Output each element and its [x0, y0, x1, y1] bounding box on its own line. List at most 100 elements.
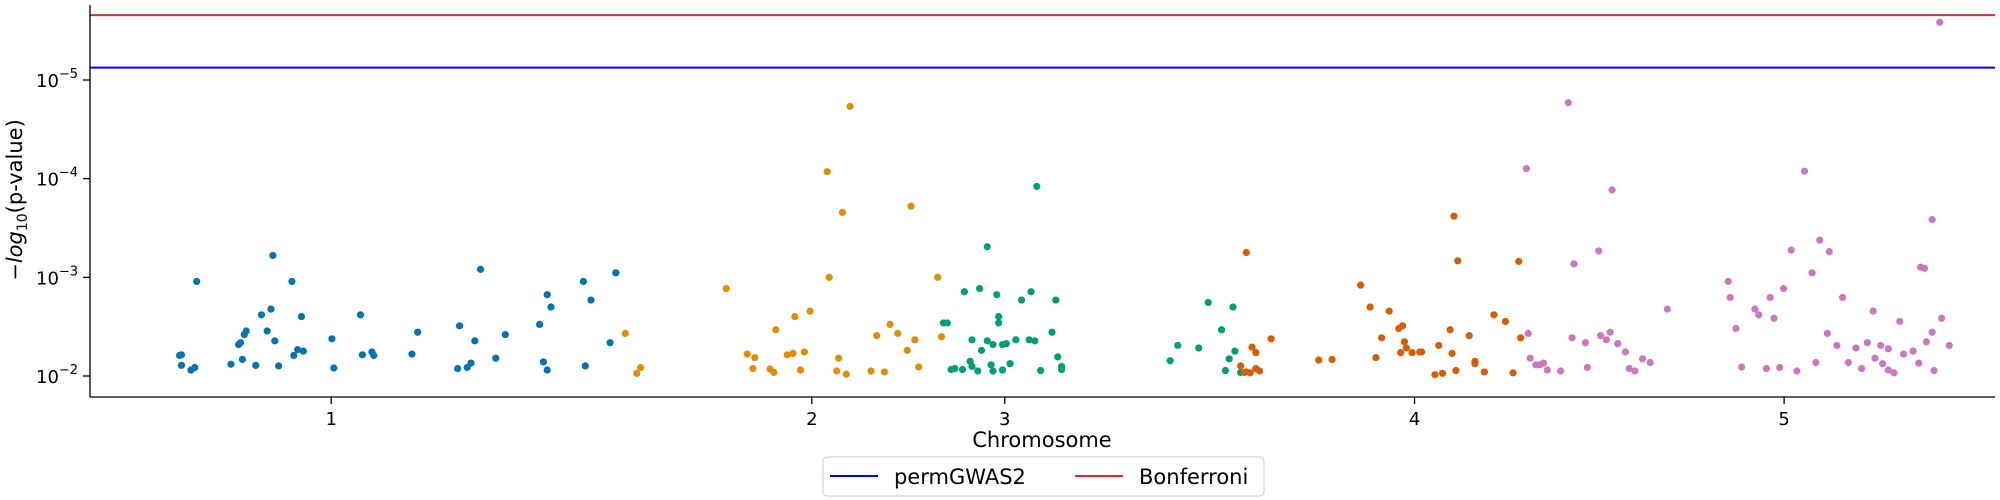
- point-chr3-17: [993, 291, 1001, 299]
- point-chr4-35: [1471, 357, 1479, 365]
- point-chr1-46: [581, 362, 589, 370]
- point-chr5-22: [1638, 355, 1647, 363]
- point-chr2-3: [722, 284, 730, 293]
- point-chr4-32: [1454, 257, 1462, 265]
- point-chr5-11: [1581, 339, 1590, 347]
- point-chr3-30: [1036, 366, 1045, 375]
- point-chr5-56: [1890, 369, 1898, 377]
- point-chr1-8: [236, 339, 245, 347]
- point-chr5-59: [1909, 347, 1917, 355]
- point-chr3-11: [977, 346, 986, 354]
- point-chr5-48: [1858, 364, 1866, 373]
- point-chr2-25: [880, 368, 888, 376]
- point-chr5-7: [1557, 367, 1565, 375]
- point-chr1-11: [242, 327, 250, 335]
- point-chr2-28: [903, 346, 911, 354]
- point-chr5-32: [1766, 293, 1774, 302]
- point-chr4-16: [1385, 307, 1393, 315]
- point-chr5-46: [1844, 358, 1852, 367]
- point-chr4-31: [1452, 366, 1460, 375]
- point-chr1-6: [227, 360, 235, 368]
- point-chr5-66: [1930, 366, 1938, 375]
- point-chr5-45: [1839, 293, 1847, 302]
- point-chr5-58: [1899, 350, 1908, 358]
- point-chr1-22: [297, 312, 306, 321]
- point-chr1-14: [263, 327, 271, 335]
- y-axis-label: −log10(p-value): [3, 119, 31, 281]
- point-chr3-24: [1012, 336, 1020, 344]
- point-chr3-15: [989, 367, 997, 375]
- point-chr1-20: [290, 351, 298, 360]
- point-chr1-32: [454, 364, 462, 373]
- point-chr3-31: [1048, 328, 1056, 336]
- point-chr5-23: [1646, 358, 1654, 367]
- point-chr1-24: [328, 335, 336, 343]
- point-chr2-4: [743, 350, 751, 358]
- point-chr5-38: [1800, 167, 1809, 175]
- point-chr5-39: [1808, 269, 1816, 277]
- point-chr5-27: [1732, 324, 1740, 333]
- point-chr4-14: [1372, 353, 1380, 362]
- point-chr4-24: [1417, 348, 1426, 356]
- point-chr1-48: [606, 339, 614, 347]
- point-chr1-41: [539, 358, 547, 366]
- point-chr5-31: [1762, 364, 1770, 373]
- y-ticks: 10−5 10−4 10−3 10−2: [36, 67, 90, 388]
- point-chr1-31: [414, 328, 422, 336]
- point-chr4-40: [1515, 257, 1523, 266]
- point-chr4-8: [1256, 367, 1264, 375]
- point-chr3-18: [995, 312, 1003, 321]
- point-chr1-35: [467, 359, 475, 367]
- point-chr3-27: [1027, 288, 1035, 296]
- x-axis-label: Chromosome: [972, 428, 1111, 452]
- point-chr4-10: [1315, 356, 1323, 364]
- point-chr5-64: [1928, 328, 1936, 336]
- point-chr3-14: [987, 361, 995, 369]
- point-chr5-63: [1922, 338, 1931, 346]
- point-chr2-9: [772, 326, 780, 334]
- point-chr5-9: [1568, 334, 1576, 342]
- point-chr5-8: [1564, 99, 1572, 107]
- point-chr3-40: [1217, 326, 1226, 334]
- point-chr5-19: [1621, 348, 1630, 356]
- point-chr4-2: [1242, 248, 1250, 257]
- point-chr3-28: [1031, 337, 1039, 345]
- point-chr1-42: [543, 291, 551, 299]
- point-chr3-44: [1231, 347, 1239, 355]
- point-chr3-26: [1025, 336, 1033, 344]
- point-chr5-20: [1625, 364, 1633, 373]
- data-points: [175, 18, 1953, 379]
- point-chr2-16: [825, 273, 833, 281]
- point-chr3-20: [998, 366, 1007, 374]
- x-tick-label-3: 3: [999, 409, 1010, 430]
- point-chr5-43: [1825, 248, 1833, 256]
- point-chr5-16: [1606, 328, 1614, 336]
- point-chr5-44: [1833, 341, 1841, 350]
- point-chr5-62: [1920, 264, 1929, 272]
- point-chr2-0: [621, 329, 629, 337]
- point-chr4-21: [1402, 344, 1410, 352]
- point-chr5-34: [1776, 363, 1784, 372]
- point-chr3-10: [976, 284, 984, 293]
- point-chr1-37: [476, 265, 485, 273]
- point-chr4-11: [1328, 355, 1336, 364]
- point-chr3-5: [960, 288, 968, 296]
- point-chr2-15: [806, 307, 814, 315]
- point-chr2-5: [749, 364, 757, 373]
- point-chr3-41: [1221, 366, 1229, 375]
- point-chr5-0: [1522, 164, 1530, 173]
- point-chr2-10: [783, 351, 791, 359]
- point-chr1-43: [543, 366, 551, 374]
- point-chr5-35: [1779, 284, 1788, 293]
- x-tick-label-2: 2: [806, 409, 817, 430]
- point-chr1-12: [252, 361, 260, 369]
- point-chr3-7: [968, 336, 976, 344]
- point-chr1-15: [267, 305, 275, 313]
- point-chr1-18: [274, 362, 283, 370]
- point-chr4-5: [1248, 343, 1256, 351]
- point-chr4-19: [1398, 322, 1407, 330]
- point-chr1-39: [501, 330, 509, 339]
- point-chr5-37: [1793, 367, 1801, 375]
- point-chr1-17: [271, 337, 279, 345]
